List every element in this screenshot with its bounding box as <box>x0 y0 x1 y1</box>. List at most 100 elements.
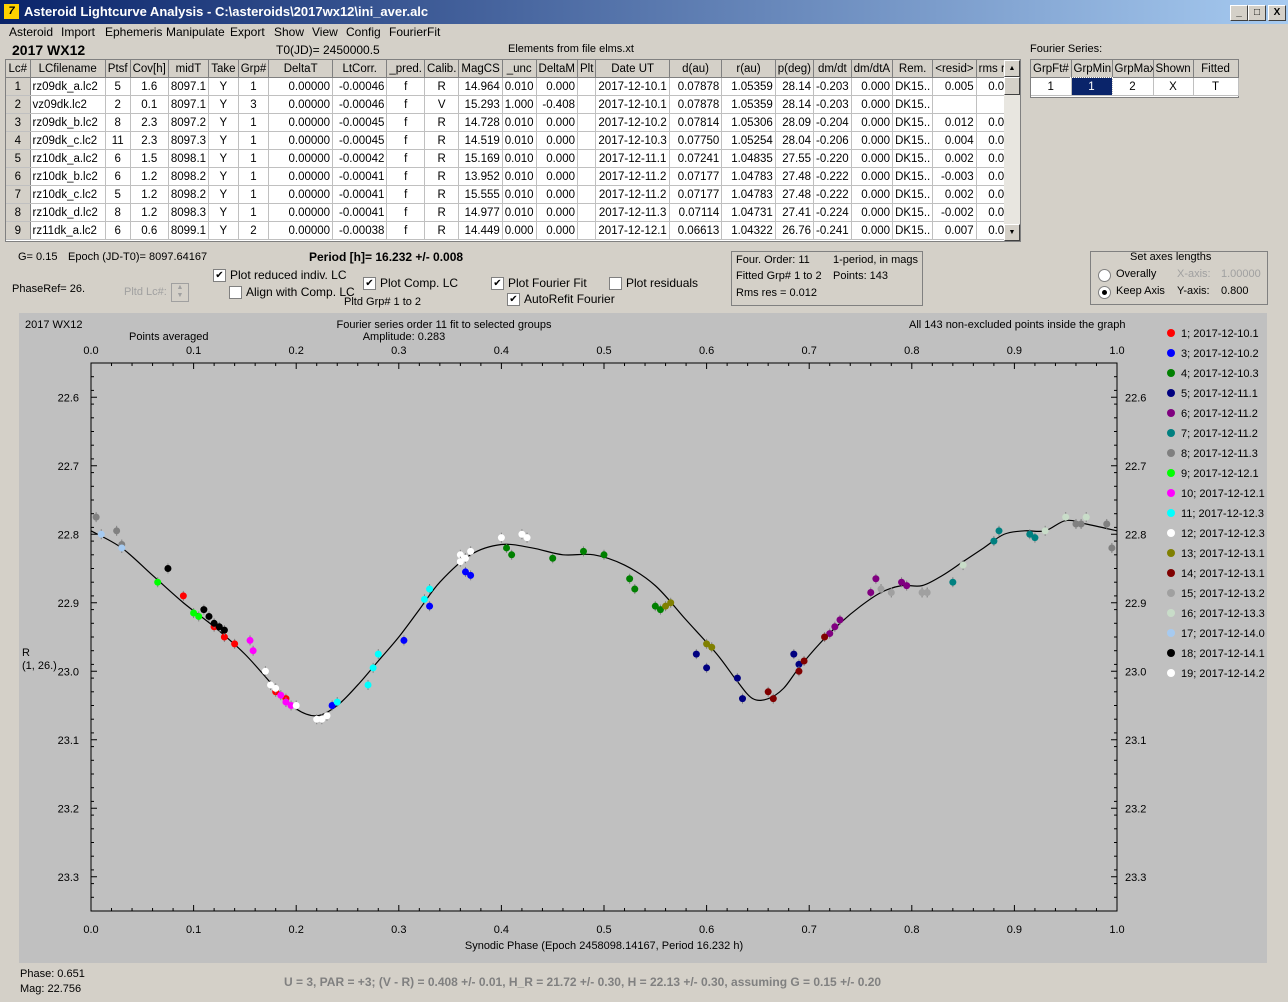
column-header[interactable]: Take <box>208 60 239 78</box>
table-cell[interactable]: 1 <box>238 167 270 186</box>
row-header[interactable]: 6 <box>6 167 31 186</box>
table-cell[interactable]: 0.002 <box>932 149 977 168</box>
table-cell[interactable]: 8098.2 <box>168 185 210 204</box>
table-cell[interactable]: 1 <box>238 149 270 168</box>
table-cell[interactable]: 2017-12-10.1 <box>595 95 670 114</box>
table-cell[interactable]: rz09dk_a.lc2 <box>30 77 106 96</box>
plot-fourier-checkbox[interactable]: ✔ <box>491 277 504 290</box>
table-cell[interactable]: 2017-12-11.2 <box>595 167 670 186</box>
table-cell[interactable]: 28.14 <box>775 95 815 114</box>
table-cell[interactable]: vz09dk.lc2 <box>30 95 106 114</box>
table-cell[interactable]: Y <box>208 95 239 114</box>
table-cell[interactable]: f <box>386 113 425 132</box>
row-header[interactable]: 4 <box>6 131 31 150</box>
table-cell[interactable]: -0.408 <box>536 95 578 114</box>
table-cell[interactable]: 0.000 <box>851 77 894 96</box>
menu-ephemeris[interactable]: Ephemeris <box>105 25 163 39</box>
column-header[interactable]: Date UT <box>595 60 670 78</box>
row-header[interactable]: 8 <box>6 203 31 222</box>
row-header[interactable]: 2 <box>6 95 31 114</box>
table-cell[interactable]: -0.203 <box>813 77 852 96</box>
fourier-cell[interactable]: 1 <box>1070 76 1113 97</box>
table-cell[interactable]: 0.07878 <box>669 95 723 114</box>
table-cell[interactable]: 0.000 <box>536 149 578 168</box>
table-cell[interactable]: 2.3 <box>130 131 169 150</box>
table-cell[interactable]: 0.000 <box>536 131 578 150</box>
minimize-button[interactable]: _ <box>1230 5 1248 21</box>
table-cell[interactable]: -0.241 <box>813 221 852 240</box>
table-cell[interactable]: 1 <box>238 131 270 150</box>
fourier-column-header[interactable]: GrpFt# <box>1031 60 1072 78</box>
column-header[interactable]: <resid> <box>932 60 977 78</box>
table-cell[interactable]: -0.00046 <box>332 95 388 114</box>
column-header[interactable]: Ptsf <box>105 60 131 78</box>
table-cell[interactable]: DK15.. <box>892 95 934 114</box>
table-cell[interactable]: 8099.1 <box>168 221 210 240</box>
table-cell[interactable]: 11 <box>105 131 131 150</box>
table-cell[interactable]: -0.00042 <box>332 149 388 168</box>
table-cell[interactable]: 1.04783 <box>721 167 776 186</box>
table-cell[interactable]: 2017-12-11.2 <box>595 185 670 204</box>
table-cell[interactable]: -0.222 <box>813 185 852 204</box>
table-cell[interactable]: R <box>424 77 460 96</box>
table-cell[interactable]: 0.06613 <box>669 221 723 240</box>
table-cell[interactable]: 0.007 <box>932 221 977 240</box>
table-cell[interactable]: rz10dk_c.lc2 <box>30 185 106 204</box>
table-cell[interactable]: DK15.. <box>892 185 934 204</box>
table-cell[interactable]: R <box>424 185 460 204</box>
table-cell[interactable]: 0.012 <box>932 113 977 132</box>
table-cell[interactable]: 2017-12-10.1 <box>595 77 670 96</box>
table-cell[interactable]: R <box>424 203 460 222</box>
table-cell[interactable]: 0.000 <box>851 131 894 150</box>
table-cell[interactable]: 14.449 <box>458 221 503 240</box>
table-cell[interactable]: 14.728 <box>458 113 503 132</box>
table-cell[interactable]: 0.00000 <box>268 203 334 222</box>
table-cell[interactable]: 0.004 <box>932 131 977 150</box>
table-cell[interactable]: 0.002 <box>932 185 977 204</box>
menu-show[interactable]: Show <box>274 25 305 39</box>
table-cell[interactable]: 0.000 <box>536 221 578 240</box>
table-cell[interactable]: f <box>386 131 425 150</box>
row-header[interactable]: 3 <box>6 113 31 132</box>
table-cell[interactable]: 8097.1 <box>168 77 210 96</box>
table-cell[interactable]: 2017-12-10.2 <box>595 113 670 132</box>
table-cell[interactable]: 8097.1 <box>168 95 210 114</box>
table-cell[interactable]: f <box>386 167 425 186</box>
align-comp-checkbox[interactable] <box>229 286 242 299</box>
table-cell[interactable]: rz10dk_d.lc2 <box>30 203 106 222</box>
menu-import[interactable]: Import <box>61 25 96 39</box>
table-cell[interactable]: 6 <box>105 167 131 186</box>
table-cell[interactable]: 1.2 <box>130 185 169 204</box>
table-cell[interactable]: 0.00000 <box>268 167 334 186</box>
table-cell[interactable]: 0.1 <box>130 95 169 114</box>
table-cell[interactable]: -0.220 <box>813 149 852 168</box>
table-row[interactable]: 7 rz10dk_c.lc2 5 1.2 8098.2 Y 1 0.00000 -0.00041… <box>6 185 1020 204</box>
table-cell[interactable]: DK15.. <box>892 167 934 186</box>
table-cell[interactable]: -0.00038 <box>332 221 388 240</box>
table-cell[interactable]: rz09dk_b.lc2 <box>30 113 106 132</box>
table-cell[interactable]: 1.05254 <box>721 131 776 150</box>
table-cell[interactable]: 0.000 <box>536 185 578 204</box>
table-cell[interactable]: 0.000 <box>851 95 894 114</box>
plot-reduced-checkbox[interactable]: ✔ <box>213 269 226 282</box>
table-cell[interactable]: -0.00041 <box>332 167 388 186</box>
table-cell[interactable]: f <box>386 95 425 114</box>
column-header[interactable]: Lc# <box>6 60 31 78</box>
table-cell[interactable]: 0.00000 <box>268 95 334 114</box>
table-cell[interactable]: 1.04322 <box>721 221 776 240</box>
table-cell[interactable]: 0.010 <box>502 167 537 186</box>
table-cell[interactable]: 0.07814 <box>669 113 723 132</box>
table-cell[interactable]: 2017-12-10.3 <box>595 131 670 150</box>
table-cell[interactable]: rz09dk_c.lc2 <box>30 131 106 150</box>
column-header[interactable]: Rem. <box>892 60 934 78</box>
table-cell[interactable]: 26.76 <box>775 221 815 240</box>
table-cell[interactable]: R <box>424 131 460 150</box>
table-row[interactable]: 1 rz09dk_a.lc2 5 1.6 8097.1 Y 1 0.00000 -0.00046… <box>6 77 1020 96</box>
column-header[interactable]: LtCorr. <box>332 60 388 78</box>
row-header[interactable]: 5 <box>6 149 31 168</box>
table-cell[interactable]: 0.6 <box>130 221 169 240</box>
fourier-column-header[interactable]: GrpMax <box>1112 60 1154 78</box>
table-cell[interactable]: -0.00041 <box>332 185 388 204</box>
table-cell[interactable]: 1 <box>238 185 270 204</box>
table-cell[interactable]: 15.555 <box>458 185 503 204</box>
